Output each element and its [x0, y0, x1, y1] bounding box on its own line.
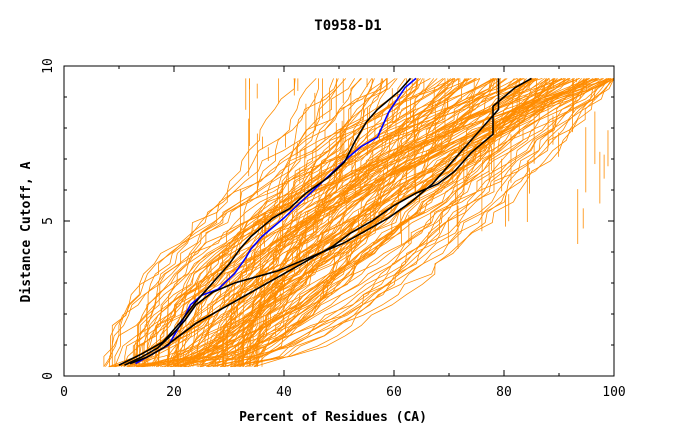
model-curve: [142, 78, 566, 367]
model-curve: [142, 78, 610, 368]
model-curve: [196, 78, 597, 367]
x-tick-label: 60: [386, 385, 402, 400]
y-tick-label: 0: [41, 372, 56, 380]
model-curve: [149, 78, 431, 367]
chart-title: T0958-D1: [314, 18, 381, 34]
model-curve: [183, 78, 582, 368]
model-curve: [147, 78, 296, 367]
x-tick-label: 40: [276, 385, 292, 400]
model-curve: [133, 78, 347, 367]
y-axis-label: Distance Cutoff, A: [19, 161, 34, 302]
model-curve: [232, 78, 611, 367]
model-curve: [124, 78, 481, 367]
model-curve: [216, 78, 539, 367]
model-curve: [123, 78, 604, 367]
model-curve: [222, 78, 590, 367]
model-curve: [103, 78, 525, 367]
model-curve: [128, 78, 599, 368]
model-curve: [152, 78, 518, 367]
model-curve: [261, 78, 615, 367]
model-curve: [167, 78, 423, 367]
model-curve: [167, 78, 569, 367]
model-curve: [227, 78, 613, 368]
model-curve: [170, 78, 590, 368]
model-curve: [158, 78, 575, 367]
model-curve: [177, 78, 580, 367]
model-curve: [249, 78, 533, 367]
series-line-4: [124, 78, 500, 366]
model-curve: [254, 78, 615, 367]
model-curve: [254, 78, 615, 368]
highlighted-series: [118, 77, 532, 366]
model-curve: [108, 78, 615, 368]
model-curve: [131, 78, 455, 367]
model-curve: [179, 78, 597, 367]
x-tick-label: 0: [60, 385, 68, 400]
model-curve: [175, 78, 554, 367]
model-curve: [183, 78, 454, 367]
background-model-curves: [103, 78, 615, 368]
model-curve: [222, 78, 550, 367]
model-curve: [160, 78, 317, 367]
x-tick-label: 100: [602, 385, 625, 400]
x-axis-label: Percent of Residues (CA): [239, 410, 427, 425]
model-curve: [192, 78, 615, 367]
y-tick-label: 5: [41, 217, 56, 225]
model-curve: [161, 78, 556, 368]
model-curve: [237, 78, 614, 367]
y-axis: 0 5 10: [41, 58, 614, 380]
x-tick-label: 20: [166, 385, 182, 400]
x-tick-label: 80: [496, 385, 512, 400]
model-curve: [109, 78, 523, 367]
model-curve: [200, 78, 615, 368]
model-curve: [132, 78, 600, 367]
model-curve: [133, 78, 460, 368]
model-curve: [105, 78, 615, 367]
model-curve: [103, 78, 603, 367]
model-curve: [135, 78, 610, 367]
series-line-2: [118, 77, 412, 366]
model-curve: [126, 78, 566, 368]
x-axis: 0 20 40 60 80 100: [60, 66, 626, 400]
model-curve: [241, 78, 594, 367]
model-curve: [136, 78, 545, 368]
model-curve: [231, 78, 518, 368]
model-curve: [173, 78, 590, 367]
model-curve: [239, 78, 598, 367]
y-tick-label: 10: [41, 58, 56, 74]
model-curve: [216, 78, 615, 368]
model-curve: [166, 78, 558, 367]
series-line-3: [129, 77, 532, 365]
